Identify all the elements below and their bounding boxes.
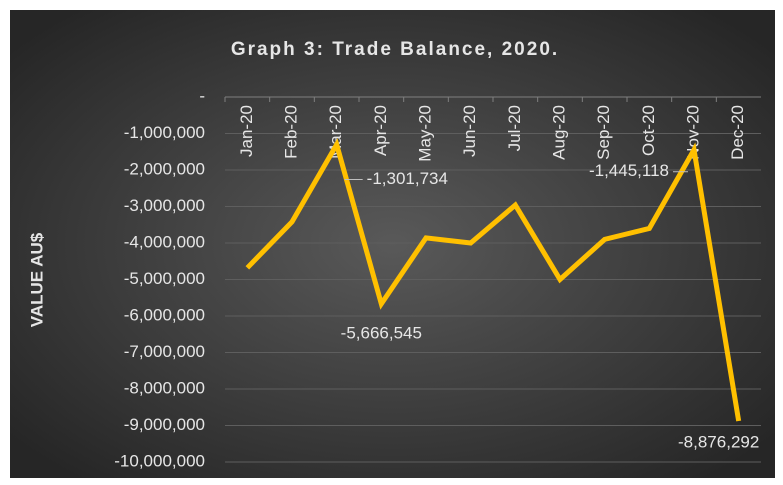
y-tick-label: -4,000,000 [124,232,205,251]
y-tick-label: -10,000,000 [114,451,205,470]
y-tick-label: -3,000,000 [124,196,205,215]
data-label: -5,666,545 [341,323,422,342]
chart-title: Graph 3: Trade Balance, 2020. [231,39,559,60]
x-tick-label: Jan-20 [237,105,256,157]
y-tick-label: -5,000,000 [124,269,205,288]
x-tick-label: May-20 [415,105,434,162]
x-tick-label: Oct-20 [639,105,658,156]
y-tick-label: -1,000,000 [124,123,205,142]
x-tick-label: Nov-20 [683,105,702,160]
data-label: -8,876,292 [678,432,759,451]
y-tick-label: -9,000,000 [124,415,205,434]
x-tick-label: Dec-20 [728,105,747,160]
x-tick-label: Jun-20 [460,105,479,157]
y-tick-label: - [199,86,205,105]
y-tick-label: -7,000,000 [124,342,205,361]
y-axis-label: VALUE AU$ [27,232,46,327]
y-tick-label: -8,000,000 [124,378,205,397]
x-tick-label: Sep-20 [594,105,613,160]
x-tick-label: Jul-20 [505,105,524,151]
data-line [245,138,742,422]
x-tick-label: Apr-20 [371,105,390,156]
x-tick-label: Aug-20 [549,105,568,160]
data-label: -1,445,118 [589,161,669,180]
x-tick-label: Mar-20 [326,105,345,159]
y-tick-label: -2,000,000 [124,159,205,178]
x-tick-label: Feb-20 [281,105,300,159]
chart-background [10,10,775,478]
y-tick-label: -6,000,000 [124,305,205,324]
data-label: -1,301,734 [367,169,448,188]
